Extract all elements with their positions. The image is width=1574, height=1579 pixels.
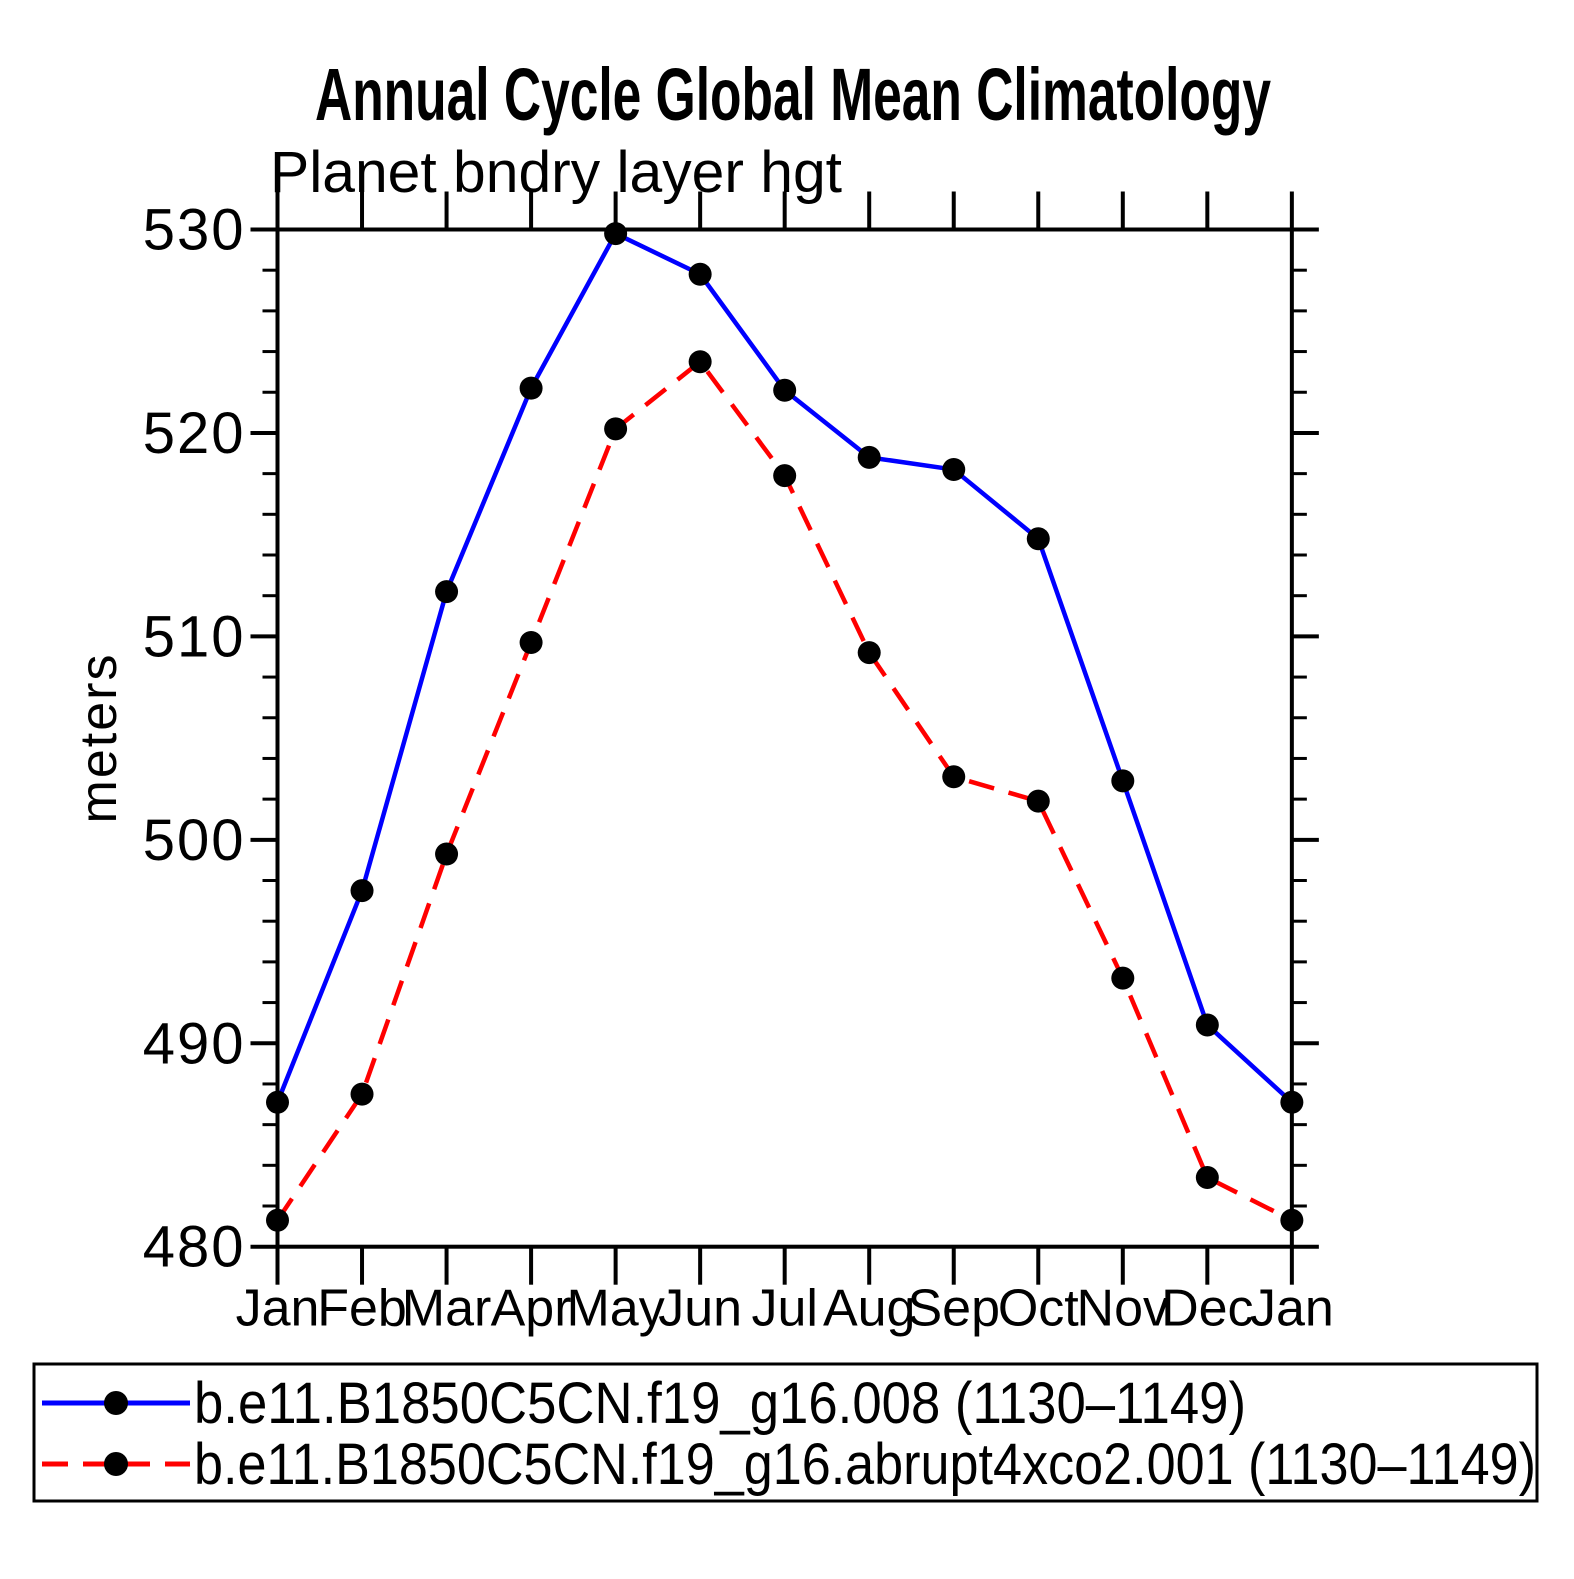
x-tick-label: Jul: [751, 1280, 817, 1338]
legend-entry-control: b.e11.B1850C5CN.f19_g16.008 (1130–1149): [42, 1371, 1246, 1436]
data-point-abrupt4xco2-1: [350, 1082, 374, 1106]
legend-entry-abrupt4xco2: b.e11.B1850C5CN.f19_g16.abrupt4xco2.001 …: [42, 1432, 1536, 1497]
y-tick-label: 530: [143, 198, 246, 263]
data-point-control-9: [1026, 527, 1050, 551]
data-point-abrupt4xco2-2: [435, 842, 459, 866]
x-tick-label: Jan: [236, 1280, 320, 1338]
data-point-abrupt4xco2-7: [857, 641, 881, 665]
x-tick-label: Oct: [998, 1280, 1079, 1338]
y-tick-label: 500: [143, 808, 246, 873]
x-tick-label: Aug: [823, 1280, 916, 1338]
data-point-control-3: [519, 376, 543, 400]
legend-label-abrupt4xco2: b.e11.B1850C5CN.f19_g16.abrupt4xco2.001 …: [194, 1432, 1536, 1497]
y-tick-label: 490: [143, 1011, 246, 1076]
x-tick-label: Jun: [658, 1280, 742, 1338]
data-point-abrupt4xco2-5: [688, 350, 712, 374]
series-line-control: [275, 231, 1294, 1104]
data-point-abrupt4xco2-6: [773, 464, 797, 488]
y-tick-label: 480: [143, 1215, 246, 1280]
data-point-control-2: [435, 580, 459, 604]
series-line-abrupt4xco2: [275, 359, 1293, 1223]
data-point-control-12: [1280, 1090, 1304, 1114]
legend: b.e11.B1850C5CN.f19_g16.008 (1130–1149) …: [32, 1362, 1539, 1503]
legend-box: [32, 1362, 1539, 1503]
data-point-control-4: [604, 222, 628, 246]
data-point-control-7: [857, 445, 881, 469]
data-point-abrupt4xco2-8: [942, 765, 966, 789]
data-point-control-1: [350, 879, 374, 903]
data-point-abrupt4xco2-0: [266, 1208, 289, 1232]
x-tick-label: Mar: [402, 1280, 492, 1338]
data-point-abrupt4xco2-4: [604, 417, 628, 441]
legend-label-control: b.e11.B1850C5CN.f19_g16.008 (1130–1149): [194, 1371, 1246, 1436]
x-tick-label: Jan: [1250, 1280, 1334, 1338]
x-tick-label: Apr: [491, 1280, 572, 1338]
data-point-control-11: [1195, 1013, 1219, 1037]
y-tick-label: 520: [143, 401, 246, 466]
x-tick-label: Dec: [1161, 1280, 1253, 1338]
data-point-control-10: [1111, 769, 1135, 793]
data-point-abrupt4xco2-3: [519, 630, 543, 654]
data-point-control-5: [688, 262, 712, 286]
x-tick-label: Nov: [1077, 1280, 1169, 1338]
data-point-abrupt4xco2-9: [1026, 789, 1050, 813]
y-tick-label: 510: [143, 604, 246, 669]
data-point-control-6: [773, 378, 797, 402]
x-tick-label: Sep: [907, 1280, 1000, 1338]
data-point-control-0: [266, 1090, 289, 1114]
legend-marker-icon: [104, 1391, 128, 1415]
chart-title: Annual Cycle Global Mean Climatology: [315, 53, 1271, 136]
data-point-abrupt4xco2-12: [1280, 1208, 1304, 1232]
x-tick-label: Feb: [317, 1280, 407, 1338]
x-tick-label: May: [566, 1280, 664, 1338]
y-axis-label: meters: [70, 653, 128, 824]
chart-subtitle: Planet bndry layer hgt: [270, 140, 842, 205]
data-point-abrupt4xco2-11: [1195, 1166, 1219, 1190]
data-point-abrupt4xco2-10: [1111, 966, 1135, 990]
legend-marker-icon: [104, 1452, 128, 1476]
data-point-control-8: [942, 458, 966, 482]
